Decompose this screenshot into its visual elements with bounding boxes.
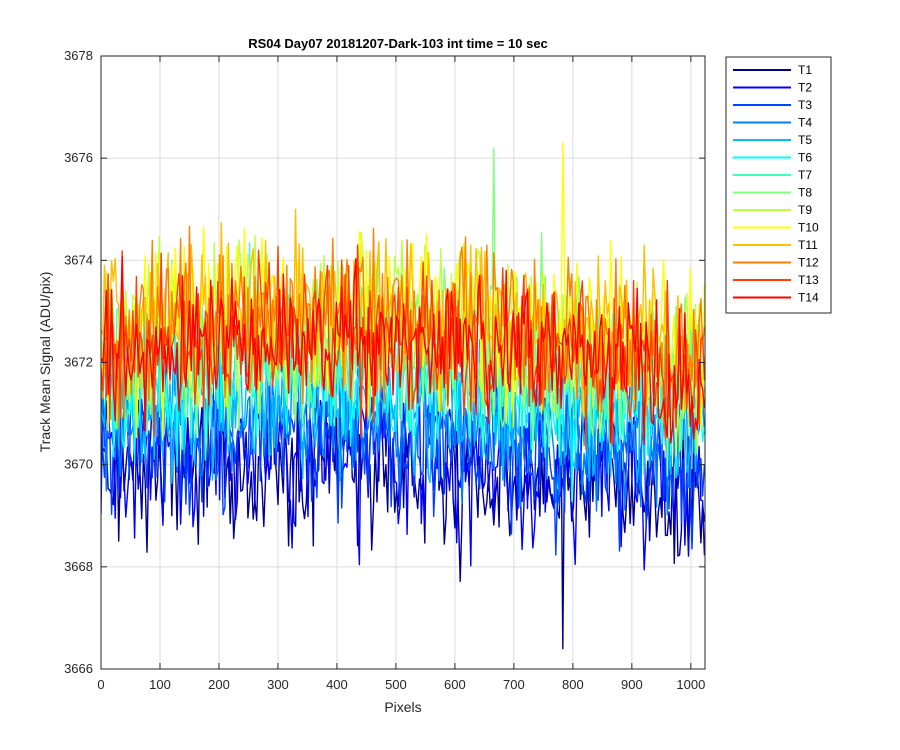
y-tick-label: 3676 <box>64 150 93 165</box>
chart-title: RS04 Day07 20181207-Dark-103 int time = … <box>248 36 548 51</box>
x-tick-label: 900 <box>621 677 643 692</box>
legend-box <box>725 56 832 314</box>
y-tick-label: 3666 <box>64 661 93 676</box>
x-tick-label: 400 <box>326 677 348 692</box>
legend-label-t1: T1 <box>798 63 812 77</box>
y-axis-label: Track Mean Signal (ADU/pix) <box>37 272 53 453</box>
x-tick-label: 700 <box>503 677 525 692</box>
x-tick-label: 200 <box>208 677 230 692</box>
y-tick-label: 3668 <box>64 559 93 574</box>
y-tick-label: 3672 <box>64 355 93 370</box>
legend-label-t8: T8 <box>798 186 812 200</box>
legend-label-t13: T13 <box>798 273 819 287</box>
axis-ticks: 0 100 200 300 400 500 600 700 800 900 1000 3666 3668… <box>64 48 705 692</box>
legend-label-t5: T5 <box>798 133 812 147</box>
legend-label-t4: T4 <box>798 116 812 130</box>
legend-label-t6: T6 <box>798 151 812 165</box>
x-tick-label: 0 <box>97 677 104 692</box>
y-tick-label: 3678 <box>64 48 93 63</box>
legend-label-t9: T9 <box>798 203 812 217</box>
series-line-t14 <box>101 255 705 446</box>
x-tick-label: 300 <box>267 677 289 692</box>
x-tick-label: 100 <box>149 677 171 692</box>
legend-label-t14: T14 <box>798 291 819 305</box>
legend-label-t11: T11 <box>798 238 818 252</box>
x-axis-label: Pixels <box>384 699 421 715</box>
legend-label-t3: T3 <box>798 98 812 112</box>
y-tick-label: 3670 <box>64 457 93 472</box>
x-tick-label: 500 <box>385 677 407 692</box>
legend-label-t7: T7 <box>798 168 812 182</box>
y-tick-label: 3674 <box>64 252 93 267</box>
x-tick-label: 600 <box>444 677 466 692</box>
legend-label-t2: T2 <box>798 81 812 95</box>
x-tick-label: 800 <box>562 677 584 692</box>
series-group <box>101 142 705 650</box>
legend-label-t12: T12 <box>798 256 819 270</box>
legend-label-t10: T10 <box>798 221 819 235</box>
x-tick-label: 1000 <box>676 677 705 692</box>
legend: T1 T2 T3 T4 T5 T6 T7 T8 T9 T10 T11 T12 T13 T14 <box>725 56 832 314</box>
